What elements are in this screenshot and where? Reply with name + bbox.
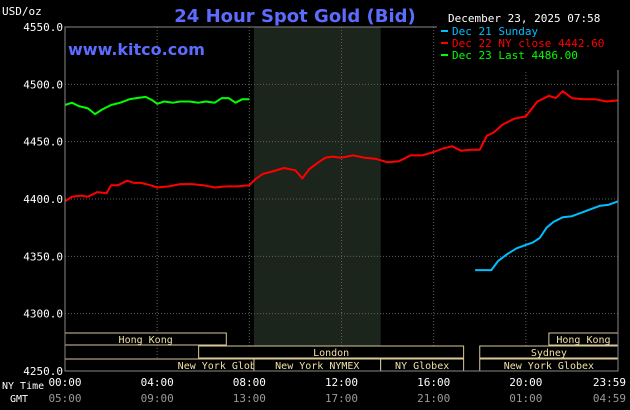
x-tick-label-gmt: 01:00 (509, 392, 542, 405)
x-tick-label-ny: 20:00 (509, 376, 542, 389)
y-tick-label: 4300.0 (23, 308, 63, 321)
session-label: Sydney (531, 348, 567, 359)
x-row-label-ny: NY Time (2, 381, 44, 392)
series-line (64, 90, 619, 203)
series-lines (64, 90, 619, 272)
legend-entry: Dec 22 NY close 4442.60 (452, 37, 604, 50)
x-tick-label-gmt: 05:00 (48, 392, 81, 405)
session-label: New York NYMEX (275, 361, 359, 372)
series-line (64, 95, 250, 116)
session-label: Hong Kong (119, 335, 173, 346)
timestamp: December 23, 2025 07:58 (448, 12, 600, 25)
y-axis-label: USD/oz (2, 5, 42, 18)
legend-entry: Dec 23 Last 4486.00 (452, 49, 578, 62)
x-tick-label-ny: 04:00 (141, 376, 174, 389)
y-tick-label: 4250.0 (23, 365, 63, 378)
session-label: Hong Kong (556, 335, 610, 346)
y-tick-label: 4350.0 (23, 250, 63, 263)
x-tick-label-ny: 00:00 (48, 376, 81, 389)
chart-title: 24 Hour Spot Gold (Bid) (174, 6, 415, 27)
x-tick-label-ny: 23:59 (593, 376, 626, 389)
series-line (475, 200, 619, 272)
y-tick-label: 4400.0 (23, 193, 63, 206)
x-tick-label-gmt: 13:00 (233, 392, 266, 405)
x-tick-label-gmt: 04:59 (593, 392, 626, 405)
x-tick-label-ny: 08:00 (233, 376, 266, 389)
session-label: NY Globex (395, 361, 449, 372)
session-label: London (313, 348, 349, 359)
y-axis: 4550.0 4500.0 4450.0 4400.0 4350.0 4300.0 4250… (23, 21, 63, 378)
x-tick-label-gmt: 17:00 (325, 392, 358, 405)
y-tick-label: 4550.0 (23, 21, 63, 34)
x-row-label-gmt: GMT (10, 394, 28, 405)
session-label: New York Globex (178, 361, 268, 372)
legend-entry: Dec 21 Sunday (452, 25, 538, 38)
y-tick-label: 4500.0 (23, 78, 63, 91)
x-tick-label-ny: 12:00 (325, 376, 358, 389)
legend-box (437, 8, 622, 70)
session-label: New York Globex (504, 361, 594, 372)
grid-lines (65, 27, 618, 371)
x-tick-label-gmt: 09:00 (141, 392, 174, 405)
x-axis: NY Time GMT 00:00 05:00 04:00 09:00 08:00 13:00… (2, 376, 626, 405)
session-bar (198, 345, 465, 359)
y-tick-label: 4450.0 (23, 136, 63, 149)
watermark-link[interactable]: www.kitco.com (68, 40, 205, 59)
x-tick-label-ny: 16:00 (417, 376, 450, 389)
plot-frame (64, 26, 619, 372)
x-tick-label-gmt: 21:00 (417, 392, 450, 405)
market-sessions: Hong Kong Hong Kong London Sydney New York G… (64, 332, 619, 372)
